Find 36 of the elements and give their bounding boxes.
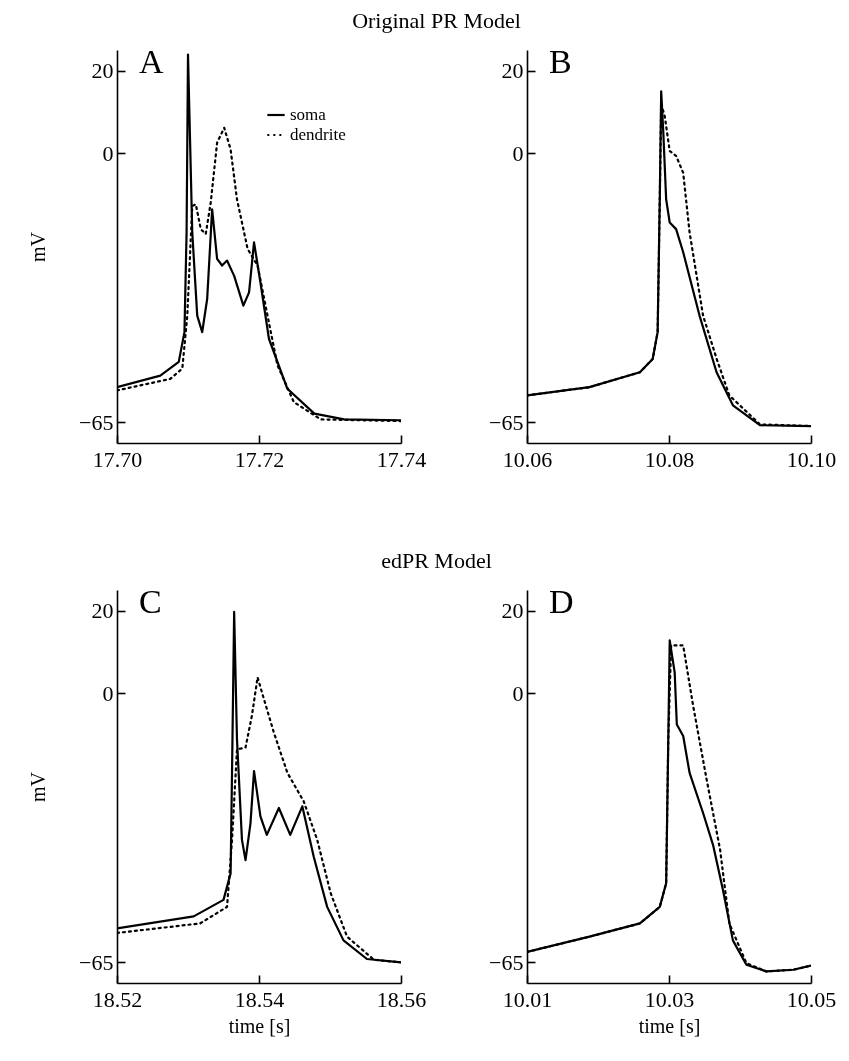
x-axis-title: time [s] [638, 1014, 701, 1037]
x-tick-label: 10.08 [644, 446, 695, 472]
legend-label: soma [290, 105, 327, 124]
y-tick-label: 20 [91, 598, 114, 624]
x-tick-label: 10.06 [502, 446, 553, 472]
x-tick-label: 10.01 [502, 986, 553, 1012]
x-tick-label: 18.52 [92, 986, 143, 1012]
y-tick-label: −65 [489, 949, 524, 975]
annotation: D [549, 583, 574, 620]
x-tick-label: 18.54 [234, 986, 285, 1012]
y-axis-title: mV [27, 771, 50, 802]
x-tick-label: 17.74 [376, 446, 427, 472]
y-tick-label: 0 [512, 140, 524, 166]
chart-title: edPR Model [380, 548, 493, 574]
x-tick-label: 18.56 [376, 986, 427, 1012]
y-tick-label: 0 [512, 680, 524, 706]
x-tick-label: 10.05 [786, 986, 837, 1012]
y-tick-label: −65 [79, 949, 114, 975]
x-tick-label: 17.72 [234, 446, 285, 472]
y-tick-label: 0 [102, 140, 114, 166]
y-tick-label: 20 [501, 58, 524, 84]
x-tick-label: 17.70 [92, 446, 143, 472]
y-tick-label: −65 [489, 409, 524, 435]
x-tick-label: 10.10 [786, 446, 837, 472]
annotation: B [549, 43, 572, 80]
x-tick-label: 10.03 [644, 986, 695, 1012]
annotation: C [139, 583, 162, 620]
chart-title: Original PR Model [351, 8, 522, 34]
x-axis-title: time [s] [228, 1014, 291, 1037]
y-tick-label: 20 [501, 598, 524, 624]
y-tick-label: −65 [79, 409, 114, 435]
legend-label: dendrite [290, 125, 346, 144]
y-axis-title: mV [27, 231, 50, 262]
annotation: A [139, 43, 164, 80]
y-tick-label: 20 [91, 58, 114, 84]
y-tick-label: 0 [102, 680, 114, 706]
